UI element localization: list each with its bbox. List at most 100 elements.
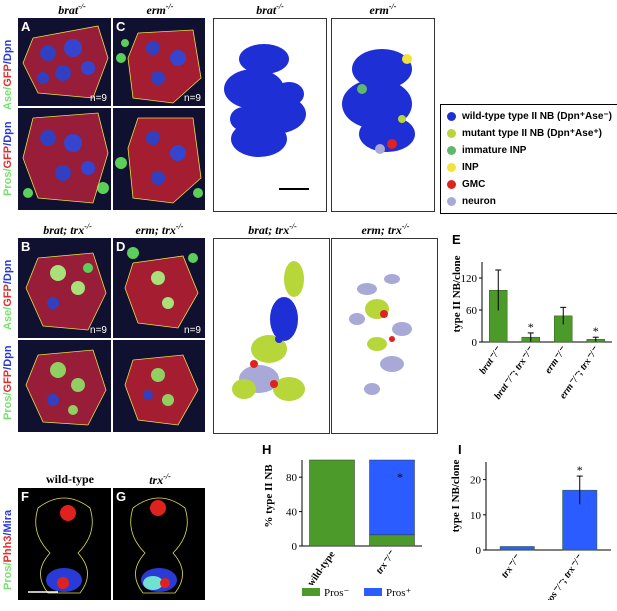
panel-letter-g: G [116, 489, 127, 504]
legend-label: Pros⁺ [386, 587, 412, 599]
title-text: erm [146, 3, 166, 17]
render-brat-trx-image [232, 261, 305, 401]
title-erm-trx: erm; trx-/- [112, 222, 207, 238]
micrograph-a-top: A n=9 [18, 18, 111, 106]
superscript: -/- [163, 472, 171, 481]
n-label-c: n=9 [184, 93, 201, 104]
legend-item: immature INP [443, 142, 617, 159]
micrograph-g-image [113, 488, 205, 600]
panel-letter-e: E [452, 232, 461, 247]
title-text: brat [256, 3, 277, 17]
superscript: -/- [165, 2, 174, 11]
legend-item: wild-type type II NB (Dpn⁺Ase⁻) [443, 108, 617, 125]
label-part: /Dpn [2, 39, 14, 65]
label-part: /Dpn [2, 345, 14, 370]
superscript: -/- [78, 2, 86, 11]
panel-letter-f: F [21, 489, 29, 504]
chart-e: 0 60 120 brat⁻/⁻ * brat⁻/⁻; trx⁻/⁻ erm⁻/⁻ * erm⁻… [440, 240, 617, 430]
legend-dot [447, 112, 456, 121]
title-erm-trx-render: erm; trx-/- [333, 222, 438, 238]
legend-label: mutant type II NB (Dpn⁺Ase⁺) [462, 128, 603, 139]
label-part: GFP [2, 145, 14, 169]
legend-label: wild-type type II NB (Dpn⁺Ase⁻) [462, 111, 613, 122]
legend-dot [447, 146, 456, 155]
micrograph-b-top: B n=9 [18, 238, 111, 338]
title-brat-trx: brat; trx-/- [20, 222, 115, 238]
micrograph-g: G [113, 488, 205, 600]
superscript: -/- [289, 222, 297, 231]
micrograph-d-top-image [113, 238, 205, 338]
row-label-ase-gfp-dpn: Ase/GFP/Dpn [2, 40, 14, 110]
legend-label: immature INP [462, 145, 527, 156]
superscript: -/- [388, 2, 397, 11]
y-tick-label: 0 [476, 545, 482, 557]
legend-item: mutant type II NB (Dpn⁺Ase⁺) [443, 125, 617, 142]
micrograph-c-bottom-image [113, 108, 205, 210]
chart-i: 0 10 20 trx⁻/⁻ * pros⁻/⁻; trx⁻/⁻ type I NB/cl… [440, 450, 617, 611]
label-part: /Dpn [2, 121, 14, 146]
legend-dot [447, 129, 456, 138]
micrograph-f-image [18, 488, 111, 600]
panel-letter-b: B [21, 239, 31, 254]
render-brat-image [224, 44, 309, 190]
superscript: -/- [175, 222, 184, 231]
bar-segment [309, 459, 355, 547]
legend-label: Pros⁻ [324, 587, 350, 599]
chart-h-ylabel: % type II NB [263, 464, 275, 528]
label-part: GFP [2, 369, 14, 393]
x-category-label: brat⁻/⁻ [477, 344, 504, 376]
superscript: -/- [276, 2, 284, 11]
title-brat-trx-render: brat; trx-/- [215, 222, 330, 238]
n-label-a: n=9 [90, 93, 107, 104]
title-text: brat [58, 3, 79, 17]
title-brat-render: brat-/- [215, 2, 325, 18]
chart-e-ylabel: type II NB/clone [451, 255, 463, 333]
chart-h: 0 40 80 wild-type * trx⁻/⁻ Pros⁻ Pros⁺ % type I… [240, 450, 440, 606]
y-tick-label: 20 [470, 475, 482, 487]
x-category-label: erm⁻/⁻ [543, 344, 570, 376]
render-erm [331, 18, 435, 212]
render-erm-trx-image [349, 274, 412, 395]
legend-swatch [302, 588, 320, 596]
label-part: Ase/ [2, 306, 14, 330]
title-wild-type: wild-type [46, 472, 94, 486]
legend-label: neuron [462, 196, 496, 207]
micrograph-c-bottom [113, 108, 205, 210]
label-part: Pros/ [2, 168, 14, 196]
chart-h-svg: 0 40 80 wild-type * trx⁻/⁻ Pros⁻ Pros⁺ [286, 459, 422, 599]
row-label-pros-phh3-mira: Pros/Phh3/Mira [2, 510, 14, 590]
label-part: Phh3 [2, 535, 14, 563]
y-tick-label: 60 [466, 305, 478, 317]
label-part: Pros/ [2, 392, 14, 420]
n-label-d: n=9 [184, 325, 201, 336]
superscript: -/- [84, 222, 92, 231]
legend-dot [447, 197, 456, 206]
micrograph-b-bottom-image [18, 340, 111, 432]
label-part: GFP [2, 64, 14, 87]
label-part: Pros/ [2, 562, 14, 590]
micrograph-d-top: D n=9 [113, 238, 205, 338]
row-label-pros-gfp-dpn-2: Pros/GFP/Dpn [2, 345, 14, 420]
significance-mark: * [577, 463, 583, 477]
legend-item: INP [443, 159, 617, 176]
micrograph-d-bottom [113, 340, 205, 432]
title-text: brat; trx [43, 223, 85, 237]
render-erm-trx [331, 238, 438, 434]
micrograph-d-bottom-image [113, 340, 205, 432]
row-label-ase-gfp-dpn-2: Ase/GFP/Dpn [2, 260, 14, 330]
x-category-label: trx⁻/⁻ [499, 552, 523, 580]
legend-item: neuron [443, 193, 617, 210]
title-text: erm; trx [361, 223, 402, 237]
label-part: GFP [2, 284, 14, 307]
micrograph-a-bottom-image [18, 108, 111, 210]
micrograph-c-top: C n=9 [113, 18, 205, 106]
legend-dot [447, 180, 456, 189]
legend-dot [447, 163, 456, 172]
micrograph-f: F [18, 488, 111, 600]
legend: wild-type type II NB (Dpn⁺Ase⁻) mutant t… [440, 104, 617, 214]
micrograph-c-top-image [113, 18, 205, 106]
label-part: /Dpn [2, 259, 14, 285]
title-erm-render: erm-/- [333, 2, 433, 18]
label-part: Ase/ [2, 86, 14, 110]
legend-item: GMC [443, 176, 617, 193]
